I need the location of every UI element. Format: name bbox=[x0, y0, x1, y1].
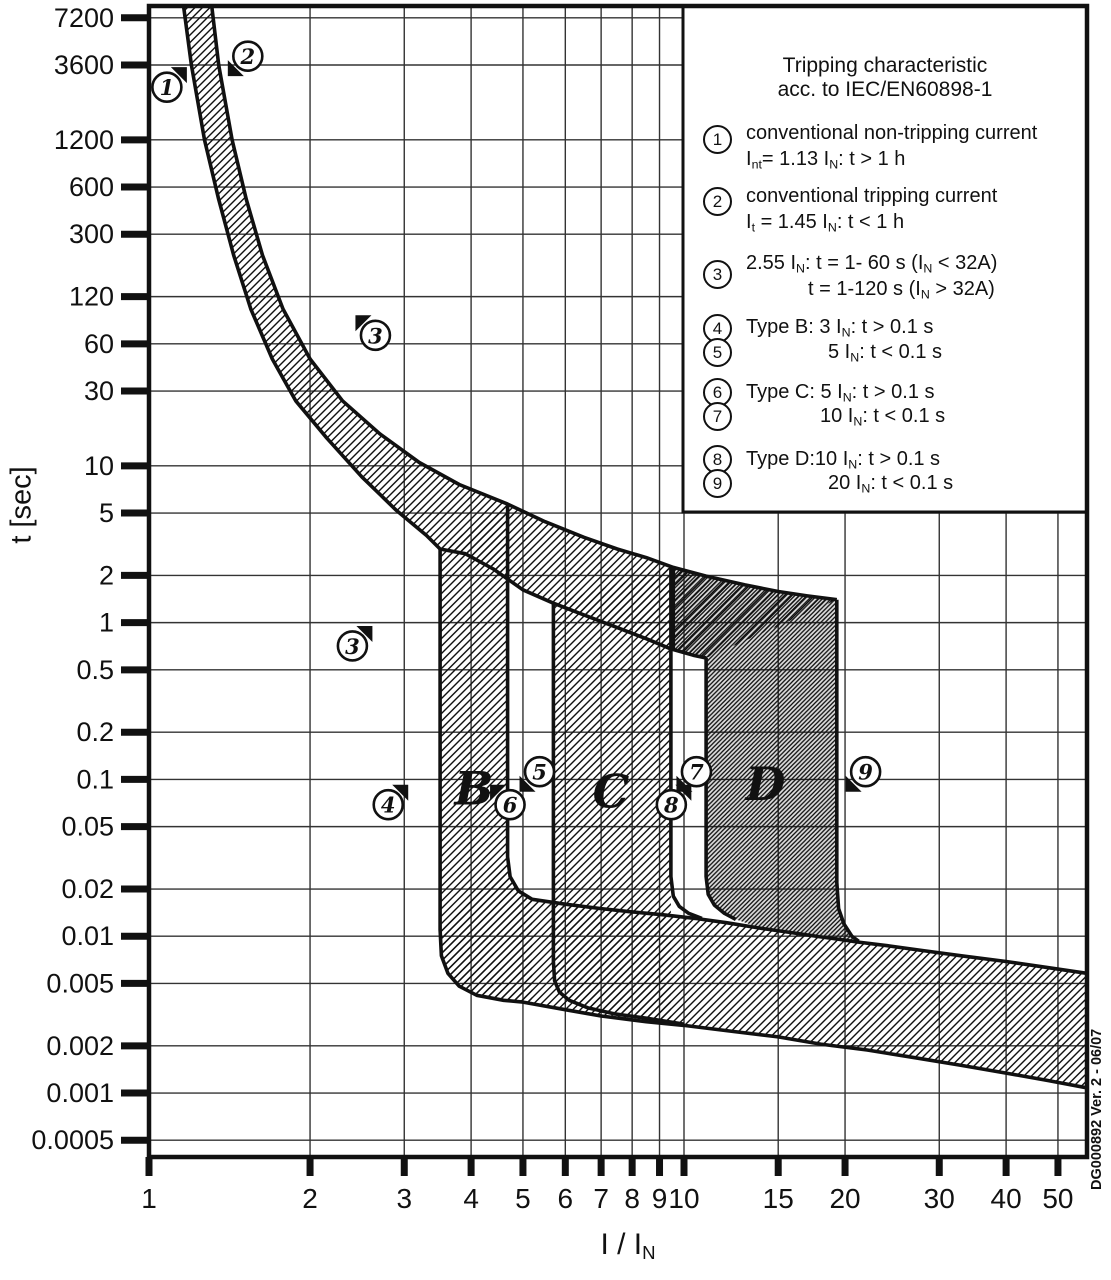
point-marker-6: 6 bbox=[490, 784, 526, 821]
curve-type-label-B: B bbox=[453, 762, 494, 816]
b-right-top-curve bbox=[505, 504, 1087, 976]
legend-number-4: 4 bbox=[703, 314, 732, 343]
c-right-curve bbox=[669, 567, 703, 921]
curve-type-label-C: C bbox=[593, 765, 630, 819]
legend-number-9: 9 bbox=[703, 469, 732, 498]
document-reference: DG000892 Ver. 2 - 06/07 bbox=[1089, 1028, 1105, 1190]
y-tick-label: 7200 bbox=[54, 3, 114, 33]
x-tick-label: 15 bbox=[763, 1183, 794, 1214]
legend-item-3-line1: 2.55 IN: t = 1- 60 s (IN < 32A) bbox=[746, 252, 998, 276]
point-marker-5: 5 bbox=[519, 755, 556, 792]
y-tick-label: 0.1 bbox=[76, 764, 114, 794]
svg-text:2: 2 bbox=[239, 44, 255, 69]
y-tick-label: 0.001 bbox=[46, 1078, 114, 1108]
point-marker-1: 1 bbox=[151, 67, 187, 103]
point-marker-3: 3 bbox=[355, 315, 392, 352]
x-tick-label: 4 bbox=[463, 1183, 479, 1214]
x-tick-label: 30 bbox=[924, 1183, 955, 1214]
svg-text:7: 7 bbox=[689, 760, 704, 785]
y-tick-label: 1200 bbox=[54, 125, 114, 155]
y-tick-label: 10 bbox=[84, 451, 114, 481]
legend-item-1-line2: Int= 1.13 IN: t > 1 h bbox=[746, 148, 906, 172]
y-tick-label: 0.01 bbox=[61, 921, 114, 951]
lower-thermal-curve bbox=[181, 6, 707, 660]
x-tick-label: 20 bbox=[829, 1183, 860, 1214]
y-tick-label: 30 bbox=[84, 376, 114, 406]
legend-item-1-line1: conventional non-tripping current bbox=[746, 122, 1038, 144]
legend-item-9-line1: 20 IN: t < 0.1 s bbox=[828, 472, 954, 496]
x-tick-label: 2 bbox=[302, 1183, 318, 1214]
y-tick-label: 0.002 bbox=[46, 1031, 114, 1061]
legend-title-line1: Tripping characteristic bbox=[782, 54, 988, 77]
legend-item-2-line1: conventional tripping current bbox=[746, 185, 998, 207]
legend-item-5-line1: 5 IN: t < 0.1 s bbox=[828, 341, 943, 365]
point-marker-8: 8 bbox=[655, 784, 692, 821]
y-tick-label: 5 bbox=[99, 498, 114, 528]
legend-frame bbox=[681, 4, 1089, 514]
x-tick-label: 6 bbox=[558, 1183, 574, 1214]
point-marker-4: 4 bbox=[372, 784, 409, 821]
x-tick-label: 9 bbox=[652, 1183, 668, 1214]
d-inner-curve bbox=[704, 658, 737, 921]
upper-thermal-curve bbox=[209, 6, 838, 602]
point-marker-9: 9 bbox=[845, 755, 882, 792]
legend-item-2-line2: It = 1.45 IN: t < 1 h bbox=[746, 211, 905, 235]
point-marker-2: 2 bbox=[227, 40, 264, 77]
y-tick-label: 1 bbox=[99, 608, 114, 638]
legend-item-4-line1: Type B: 3 IN: t > 0.1 s bbox=[746, 316, 934, 340]
x-tick-label: 5 bbox=[515, 1183, 531, 1214]
legend-number-5: 5 bbox=[703, 338, 732, 367]
legend-number-1: 1 bbox=[703, 125, 732, 154]
legend-number-7: 7 bbox=[703, 402, 732, 431]
svg-text:3: 3 bbox=[345, 634, 360, 659]
y-tick-label: 0.05 bbox=[61, 812, 114, 842]
plot-border bbox=[146, 3, 1090, 1160]
svg-text:9: 9 bbox=[858, 760, 873, 785]
d-right-curve bbox=[835, 599, 860, 943]
svg-text:3: 3 bbox=[368, 323, 383, 348]
legend-item-7-line1: 10 IN: t < 0.1 s bbox=[820, 405, 946, 429]
svg-text:5: 5 bbox=[532, 760, 547, 785]
point-marker-3: 3 bbox=[336, 625, 373, 662]
svg-text:6: 6 bbox=[503, 793, 518, 818]
x-tick-label: 1 bbox=[141, 1183, 157, 1214]
curve-type-label-D: D bbox=[744, 757, 786, 811]
legend-number-2: 2 bbox=[703, 187, 732, 216]
band-boundaries bbox=[181, 6, 1087, 1090]
x-tick-label: 7 bbox=[593, 1183, 609, 1214]
c-left-curve bbox=[551, 603, 685, 1026]
y-tick-label: 2 bbox=[99, 560, 114, 590]
x-tick-label: 3 bbox=[396, 1183, 412, 1214]
x-tick-label: 50 bbox=[1042, 1183, 1073, 1214]
y-tick-label: 3600 bbox=[54, 50, 114, 80]
y-tick-label: 0.5 bbox=[76, 655, 114, 685]
y-tick-label: 300 bbox=[69, 219, 114, 249]
svg-text:1: 1 bbox=[160, 75, 175, 100]
y-tick-label: 0.005 bbox=[46, 968, 114, 998]
svg-text:8: 8 bbox=[663, 793, 679, 818]
y-tick-label: 600 bbox=[69, 172, 114, 202]
type-d-band-region bbox=[673, 567, 859, 942]
svg-text:4: 4 bbox=[381, 793, 396, 818]
x-tick-label: 10 bbox=[668, 1183, 699, 1214]
y-axis-label: t [sec] bbox=[5, 466, 38, 544]
legend-number-3: 3 bbox=[703, 260, 732, 289]
b-left-bottom-curve bbox=[438, 549, 1087, 1090]
y-tick-label: 120 bbox=[69, 282, 114, 312]
legend-item-6-line1: Type C: 5 IN: t > 0.1 s bbox=[746, 381, 935, 405]
x-tick-label: 40 bbox=[991, 1183, 1022, 1214]
y-tick-label: 0.02 bbox=[61, 874, 114, 904]
x-axis-label: I / IN bbox=[600, 1228, 656, 1264]
axis-ticks: 7200360012006003001206030105210.50.20.10… bbox=[31, 3, 1073, 1214]
y-tick-label: 0.2 bbox=[76, 717, 114, 747]
y-tick-label: 0.0005 bbox=[31, 1125, 114, 1155]
instantaneous-bottom-band-region bbox=[440, 857, 1087, 1088]
y-tick-label: 60 bbox=[84, 329, 114, 359]
x-tick-label: 8 bbox=[624, 1183, 640, 1214]
legend-item-3-line2: t = 1-120 s (IN > 32A) bbox=[808, 278, 995, 302]
legend-title-line2: acc. to IEC/EN60898-1 bbox=[777, 78, 993, 101]
legend-item-8-line1: Type D:10 IN: t > 0.1 s bbox=[746, 448, 941, 472]
